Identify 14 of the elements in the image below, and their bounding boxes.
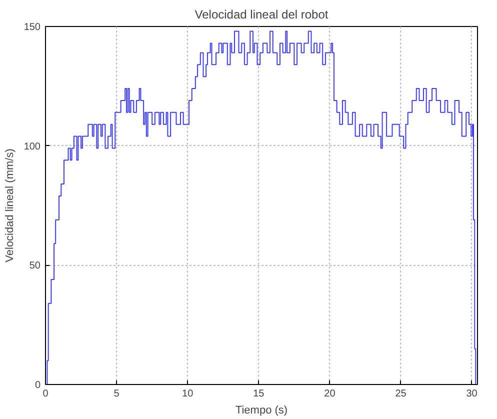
y-tick-label: 100 [24, 141, 41, 152]
y-tick-label: 50 [29, 260, 41, 272]
x-tick-label: 0 [42, 388, 49, 400]
chart-title: Velocidad lineal del robot [194, 8, 329, 22]
x-tick-label: 5 [114, 388, 120, 400]
y-tick-label: 150 [24, 22, 41, 33]
x-tick-label: 20 [324, 388, 336, 400]
x-tick-label: 10 [182, 388, 194, 400]
x-axis-title: Tiempo (s) [235, 404, 288, 416]
x-tick-label: 25 [395, 388, 407, 400]
x-tick-label: 15 [253, 388, 265, 400]
x-tick-label: 30 [466, 388, 478, 400]
y-axis-title: Velocidad lineal (mm/s) [4, 148, 16, 262]
y-tick-label: 0 [34, 380, 41, 391]
